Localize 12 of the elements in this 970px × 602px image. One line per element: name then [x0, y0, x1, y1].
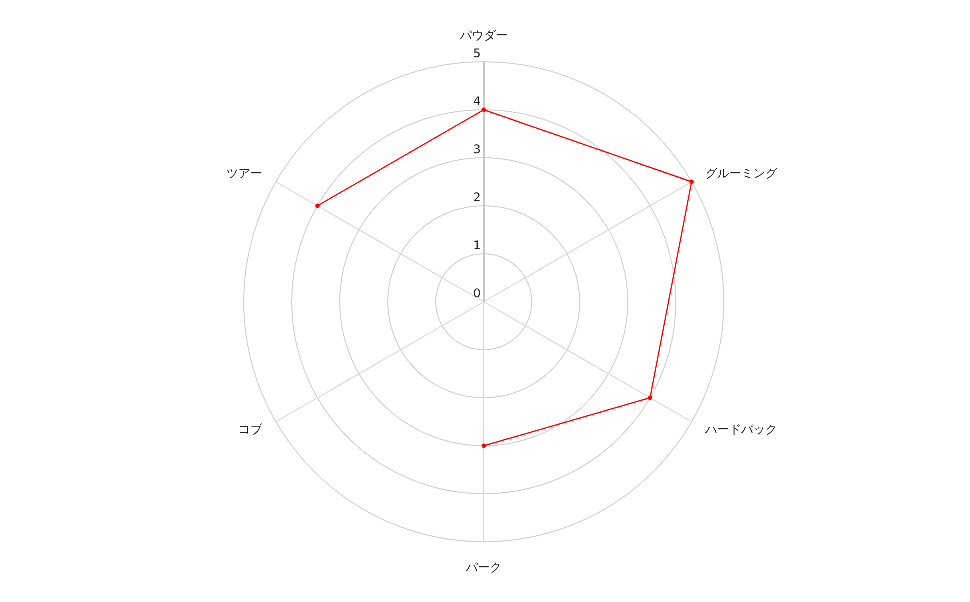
spoke-label: グルーミング: [706, 166, 779, 180]
y-tick-label: 5: [473, 46, 481, 60]
y-tick-label: 3: [473, 142, 481, 156]
spoke-label: パーク: [465, 560, 502, 574]
y-tick-label: 2: [473, 190, 481, 204]
y-tick-label: 1: [473, 238, 481, 252]
spoke-label: コブ: [238, 422, 264, 436]
spoke-label: パウダー: [459, 28, 508, 42]
y-tick-label: 0: [473, 286, 481, 300]
spoke-label: ツアー: [226, 166, 262, 180]
y-tick-label: 4: [473, 94, 481, 108]
spoke-label: ハードパック: [704, 422, 778, 436]
